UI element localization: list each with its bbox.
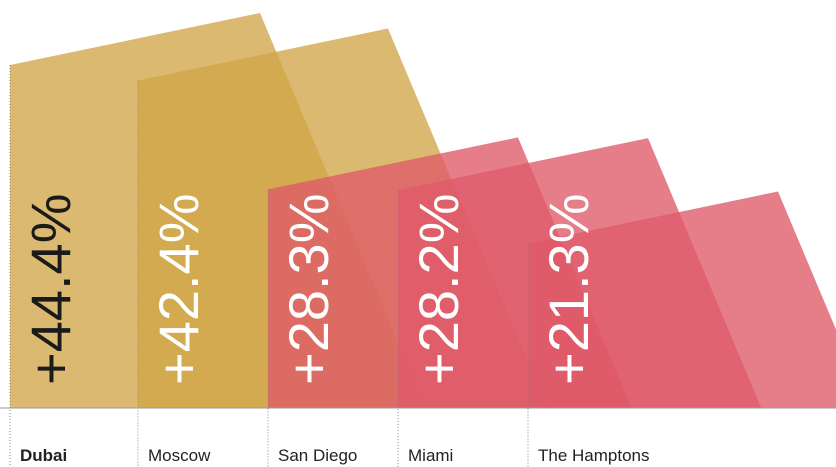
category-label: San Diego — [278, 446, 357, 465]
bar — [528, 191, 836, 408]
category-label: Moscow — [148, 446, 211, 465]
value-label: +28.2% — [407, 194, 470, 386]
value-label: +28.3% — [277, 194, 340, 386]
value-label: +42.4% — [147, 194, 210, 386]
value-label: +44.4% — [19, 194, 82, 386]
category-label: Miami — [408, 446, 453, 465]
category-label: The Hamptons — [538, 446, 650, 465]
category-label: Dubai — [20, 446, 67, 465]
value-label: +21.3% — [537, 194, 600, 386]
